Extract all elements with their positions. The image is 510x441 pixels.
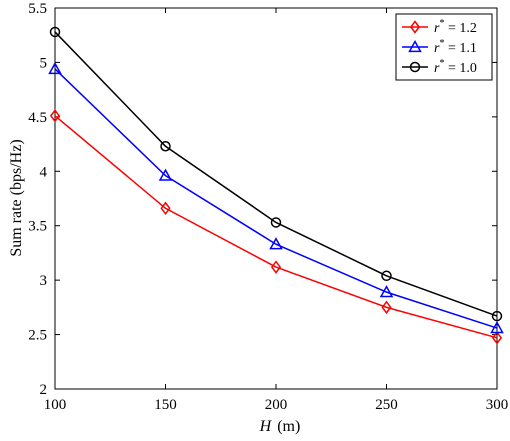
data-point-diamond	[381, 300, 392, 315]
x-tick-label: 300	[486, 397, 509, 413]
legend-label-var: r	[434, 61, 440, 76]
y-tick-label: 3.5	[28, 219, 47, 235]
data-point-circle	[49, 26, 61, 38]
y-tick-label: 4.5	[28, 110, 47, 126]
data-point-triangle	[379, 285, 394, 298]
data-point-triangle	[48, 61, 62, 75]
data-point-circle	[160, 140, 171, 152]
series-line-circle	[54, 31, 498, 317]
legend-marker-triangle	[408, 39, 422, 53]
x-tick-label: 250	[375, 397, 398, 413]
data-point-diamond	[270, 260, 282, 274]
x-tick-label: 200	[265, 397, 288, 413]
data-point-triangle	[158, 168, 173, 181]
y-tick-label: 3	[40, 273, 48, 289]
data-point-circle	[381, 270, 392, 282]
legend-label-var: r	[434, 41, 440, 56]
y-axis-label: Sum rate (bps/Hz)	[8, 139, 25, 256]
y-tick-label: 4	[40, 164, 48, 180]
x-tick-label: 100	[44, 397, 67, 413]
legend-label: r* = 1.1	[434, 38, 477, 56]
legend-label-sup: *	[439, 58, 444, 69]
legend: r* = 1.2r* = 1.1r* = 1.0	[395, 13, 493, 81]
data-point-diamond	[49, 109, 61, 123]
y-tick-label: 5	[40, 55, 48, 71]
series-line-diamond	[54, 115, 498, 339]
series-line-triangle	[54, 68, 498, 329]
legend-label-value: = 1.1	[444, 41, 476, 56]
legend-marker-circle	[409, 61, 421, 73]
legend-label: r* = 1.2	[434, 18, 477, 36]
legend-label-var: r	[434, 21, 440, 36]
x-axis-unit: (m)	[277, 418, 300, 435]
data-point-triangle	[490, 320, 504, 334]
y-tick-label: 5.5	[28, 1, 47, 17]
legend-label: r* = 1.0	[434, 58, 477, 76]
legend-label-value: = 1.2	[444, 21, 476, 36]
y-tick-label: 2	[40, 382, 48, 398]
legend-label-sup: *	[439, 18, 444, 29]
legend-label-sup: *	[439, 38, 444, 49]
legend-label-value: = 1.0	[444, 61, 476, 76]
x-axis-symbol: H	[259, 418, 273, 435]
data-point-diamond	[491, 331, 503, 345]
data-point-circle	[270, 217, 282, 228]
x-axis-label: H (m)	[259, 418, 301, 435]
legend-marker-diamond	[409, 20, 421, 34]
data-point-circle	[491, 310, 503, 322]
data-point-diamond	[160, 201, 171, 216]
x-tick-label: 150	[154, 397, 177, 413]
y-tick-label: 2.5	[28, 328, 47, 344]
data-point-triangle	[269, 237, 283, 250]
